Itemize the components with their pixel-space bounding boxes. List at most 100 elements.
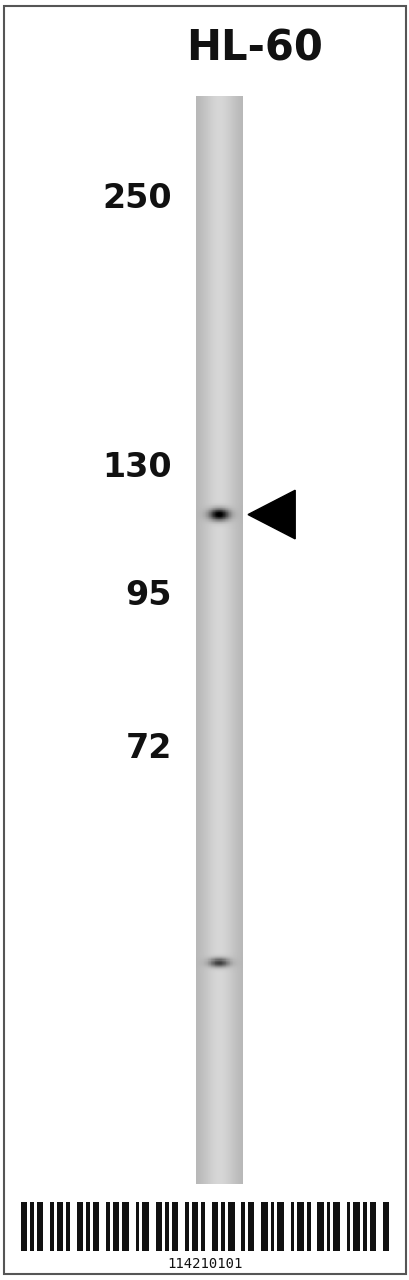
- Bar: [236, 96, 237, 1184]
- Bar: [237, 96, 238, 1184]
- Bar: [225, 96, 226, 1184]
- Bar: [171, 1202, 178, 1251]
- Bar: [221, 96, 222, 1184]
- Bar: [204, 96, 205, 1184]
- Bar: [218, 96, 219, 1184]
- Bar: [201, 1202, 204, 1251]
- Bar: [207, 96, 208, 1184]
- Bar: [235, 96, 236, 1184]
- Bar: [224, 96, 225, 1184]
- Bar: [135, 1202, 139, 1251]
- Bar: [228, 96, 229, 1184]
- Bar: [239, 96, 240, 1184]
- Bar: [326, 1202, 330, 1251]
- Bar: [213, 96, 214, 1184]
- Bar: [239, 96, 240, 1184]
- Bar: [234, 96, 235, 1184]
- Bar: [230, 96, 231, 1184]
- Bar: [226, 96, 227, 1184]
- Bar: [215, 96, 216, 1184]
- Bar: [232, 96, 233, 1184]
- Bar: [238, 96, 239, 1184]
- Bar: [199, 96, 200, 1184]
- Bar: [223, 96, 224, 1184]
- Bar: [297, 1202, 303, 1251]
- Bar: [92, 1202, 99, 1251]
- Bar: [242, 96, 243, 1184]
- Bar: [216, 96, 217, 1184]
- Bar: [210, 96, 211, 1184]
- Bar: [346, 1202, 350, 1251]
- Bar: [184, 1202, 188, 1251]
- Bar: [232, 96, 233, 1184]
- Bar: [290, 1202, 294, 1251]
- Bar: [202, 96, 203, 1184]
- Bar: [230, 96, 231, 1184]
- Bar: [155, 1202, 162, 1251]
- Polygon shape: [247, 490, 294, 539]
- Bar: [214, 96, 215, 1184]
- Bar: [226, 96, 227, 1184]
- Text: 130: 130: [102, 451, 172, 484]
- Bar: [196, 96, 197, 1184]
- Bar: [221, 1202, 225, 1251]
- Bar: [231, 96, 232, 1184]
- Text: 250: 250: [102, 182, 172, 215]
- Text: 114210101: 114210101: [167, 1257, 242, 1271]
- Bar: [227, 1202, 234, 1251]
- Bar: [209, 96, 210, 1184]
- Bar: [196, 96, 197, 1184]
- Bar: [86, 1202, 90, 1251]
- Bar: [227, 96, 228, 1184]
- Bar: [215, 96, 216, 1184]
- Bar: [204, 96, 205, 1184]
- Bar: [240, 96, 241, 1184]
- Bar: [203, 96, 204, 1184]
- Bar: [198, 96, 199, 1184]
- Bar: [233, 96, 234, 1184]
- Bar: [353, 1202, 359, 1251]
- Bar: [220, 96, 221, 1184]
- Bar: [306, 1202, 310, 1251]
- Bar: [203, 96, 204, 1184]
- Bar: [212, 96, 213, 1184]
- Bar: [216, 96, 217, 1184]
- Bar: [50, 1202, 54, 1251]
- Bar: [240, 96, 241, 1184]
- Bar: [214, 96, 215, 1184]
- Bar: [218, 96, 219, 1184]
- Bar: [20, 1202, 27, 1251]
- Bar: [30, 1202, 34, 1251]
- Bar: [201, 96, 202, 1184]
- Bar: [112, 1202, 119, 1251]
- Bar: [165, 1202, 169, 1251]
- Text: 95: 95: [126, 579, 172, 612]
- Text: HL-60: HL-60: [185, 28, 322, 69]
- Bar: [247, 1202, 254, 1251]
- Bar: [197, 96, 198, 1184]
- Bar: [205, 96, 206, 1184]
- Bar: [122, 1202, 129, 1251]
- Bar: [206, 96, 207, 1184]
- Bar: [219, 96, 220, 1184]
- Bar: [76, 1202, 83, 1251]
- Bar: [197, 96, 198, 1184]
- Bar: [219, 96, 220, 1184]
- Bar: [208, 96, 209, 1184]
- Bar: [208, 96, 209, 1184]
- Bar: [212, 96, 213, 1184]
- Bar: [207, 96, 208, 1184]
- Bar: [211, 96, 212, 1184]
- Bar: [200, 96, 201, 1184]
- Bar: [37, 1202, 43, 1251]
- Text: 72: 72: [126, 732, 172, 765]
- Bar: [56, 1202, 63, 1251]
- Bar: [242, 96, 243, 1184]
- Bar: [201, 96, 202, 1184]
- Bar: [202, 96, 203, 1184]
- Bar: [217, 96, 218, 1184]
- Bar: [227, 96, 228, 1184]
- Bar: [225, 96, 226, 1184]
- Bar: [224, 96, 225, 1184]
- Bar: [223, 96, 224, 1184]
